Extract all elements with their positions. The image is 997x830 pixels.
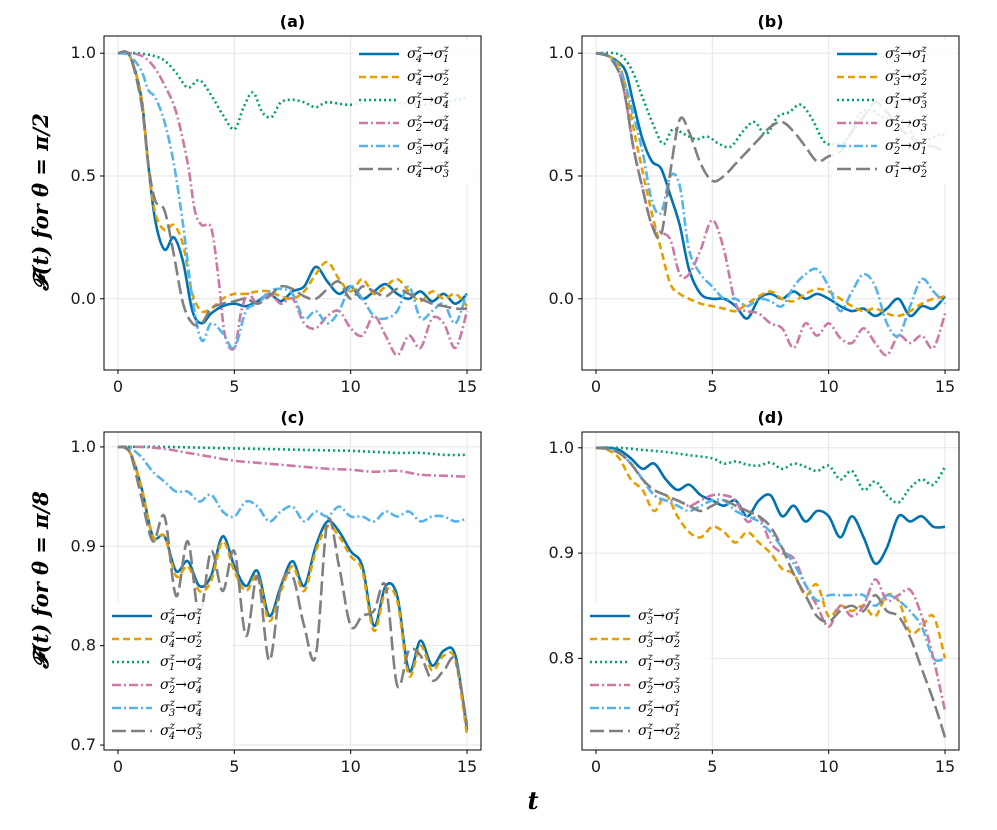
y-tick-label: 0.9 bbox=[71, 536, 96, 555]
legend-label-4: σz 2→σz 1 bbox=[885, 136, 928, 157]
y-tick-label: 0.9 bbox=[549, 543, 574, 562]
x-tick-label: 10 bbox=[818, 757, 838, 776]
legend-label-1: σz 4→σz 2 bbox=[160, 629, 203, 650]
series-line-0 bbox=[117, 445, 469, 731]
series-group bbox=[117, 50, 469, 357]
series-line-0 bbox=[117, 50, 468, 325]
x-tick-label: 5 bbox=[229, 377, 239, 396]
legend-label-2: σz 1→σz 3 bbox=[885, 90, 928, 111]
y-tick-label: 0.5 bbox=[549, 166, 574, 185]
x-tick-label: 0 bbox=[113, 757, 123, 776]
x-tick-label: 0 bbox=[113, 377, 123, 396]
panel-a: 0 5 10 150.00.51.0(a)σz 4→σz 1σz 4→σz 2σz 1→σz 4σ… bbox=[71, 12, 482, 396]
legend-label-1: σz 3→σz 2 bbox=[885, 67, 928, 88]
row-ylabel-bottom: 𝓕(t) for θ = π/8 bbox=[28, 491, 53, 670]
x-tick-label: 10 bbox=[818, 377, 838, 396]
legend-label-4: σz 3→σz 4 bbox=[160, 698, 203, 719]
x-tick-label: 0 bbox=[591, 757, 601, 776]
legend-background bbox=[831, 40, 957, 184]
series-line-3 bbox=[595, 446, 947, 712]
panel-d: 0 5 10 150.80.91.0(d)σz 3→σz 1σz 3→σz 2σz 1→σz 3σ… bbox=[549, 408, 960, 776]
legend-background bbox=[584, 602, 710, 746]
series-line-3 bbox=[117, 51, 469, 357]
series-line-1 bbox=[117, 445, 469, 736]
series-line-5 bbox=[117, 50, 468, 327]
axes-frame bbox=[103, 35, 482, 371]
y-tick-label: 0.0 bbox=[549, 289, 574, 308]
y-tick-label: 1.0 bbox=[549, 43, 574, 62]
y-tick-label: 0.0 bbox=[71, 289, 96, 308]
panel-title: (a) bbox=[280, 12, 305, 31]
series-line-4 bbox=[117, 445, 468, 523]
series-group bbox=[117, 445, 469, 736]
x-axis-label: t bbox=[527, 786, 538, 815]
x-tick-label: 10 bbox=[340, 757, 360, 776]
legend-label-0: σz 3→σz 1 bbox=[885, 44, 928, 65]
y-tick-label: 1.0 bbox=[549, 438, 574, 457]
x-tick-label: 5 bbox=[707, 757, 717, 776]
series-line-5 bbox=[595, 51, 946, 240]
y-tick-label: 1.0 bbox=[71, 43, 96, 62]
series-line-2 bbox=[595, 446, 947, 505]
x-tick-label: 15 bbox=[457, 377, 477, 396]
legend-label-0: σz 4→σz 1 bbox=[407, 44, 450, 65]
x-tick-label: 5 bbox=[707, 377, 717, 396]
legend-label-5: σz 1→σz 2 bbox=[885, 159, 928, 180]
legend-label-3: σz 2→σz 4 bbox=[160, 675, 203, 696]
y-tick-label: 0.7 bbox=[71, 735, 96, 754]
y-tick-label: 0.8 bbox=[549, 648, 574, 667]
legend-label-5: σz 4→σz 3 bbox=[407, 159, 450, 180]
series-line-4 bbox=[595, 446, 946, 663]
legend: σz 4→σz 1σz 4→σz 2σz 1→σz 4σz 2→σz 4σz 3→σz 4σz 4→σ… bbox=[106, 602, 232, 746]
legend-label-5: σz 1→σz 2 bbox=[638, 721, 681, 742]
legend-label-0: σz 3→σz 1 bbox=[638, 606, 681, 627]
legend-background bbox=[106, 602, 232, 746]
panel-b: 0 5 10 150.00.51.0(b)σz 3→σz 1σz 3→σz 2σz 1→σz 3σ… bbox=[549, 12, 960, 396]
legend-background bbox=[353, 40, 479, 184]
legend-label-3: σz 2→σz 3 bbox=[638, 675, 681, 696]
series-line-4 bbox=[595, 51, 946, 338]
legend: σz 3→σz 1σz 3→σz 2σz 1→σz 3σz 2→σz 3σz 2→σz 1σz 1→σ… bbox=[831, 40, 957, 184]
panel-title: (c) bbox=[280, 408, 304, 427]
legend: σz 3→σz 1σz 3→σz 2σz 1→σz 3σz 2→σz 3σz 2→σz 1σz 1→σ… bbox=[584, 602, 710, 746]
legend-label-4: σz 2→σz 1 bbox=[638, 698, 681, 719]
series-group bbox=[595, 446, 947, 738]
x-tick-label: 0 bbox=[591, 377, 601, 396]
axes-frame bbox=[581, 431, 960, 751]
series-line-3 bbox=[595, 51, 947, 357]
series-line-3 bbox=[117, 445, 468, 479]
row-ylabel-top: 𝓕(t) for θ = π/2 bbox=[28, 113, 53, 292]
y-tick-label: 1.0 bbox=[71, 437, 96, 456]
legend-label-0: σz 4→σz 1 bbox=[160, 606, 203, 627]
series-line-0 bbox=[595, 446, 946, 566]
legend: σz 4→σz 1σz 4→σz 2σz 1→σz 4σz 2→σz 4σz 3→σz 4σz 4→σ… bbox=[353, 40, 479, 184]
x-tick-label: 5 bbox=[229, 757, 239, 776]
x-tick-label: 15 bbox=[935, 757, 955, 776]
legend-label-1: σz 4→σz 2 bbox=[407, 67, 450, 88]
series-line-5 bbox=[117, 445, 469, 726]
y-tick-label: 0.8 bbox=[71, 636, 96, 655]
legend-label-5: σz 4→σz 3 bbox=[160, 721, 203, 742]
legend-label-3: σz 2→σz 3 bbox=[885, 113, 928, 134]
series-line-1 bbox=[595, 51, 946, 318]
legend-label-2: σz 1→σz 4 bbox=[407, 90, 450, 111]
panel-c: 0 5 10 15 0.7 0.8 0.9 1.0 (c) σz 4→σz 1σz 4→σz 2σz 1→σ… bbox=[71, 408, 482, 776]
legend-label-3: σz 2→σz 4 bbox=[407, 113, 450, 134]
x-tick-label: 15 bbox=[457, 757, 477, 776]
legend-label-4: σz 3→σz 4 bbox=[407, 136, 450, 157]
legend-label-2: σz 1→σz 4 bbox=[160, 652, 203, 673]
panel-title: (b) bbox=[757, 12, 783, 31]
legend-label-2: σz 1→σz 3 bbox=[638, 652, 681, 673]
y-tick-label: 0.5 bbox=[71, 166, 96, 185]
panel-title: (d) bbox=[757, 408, 783, 427]
series-line-5 bbox=[595, 446, 947, 738]
axes-frame bbox=[103, 431, 482, 751]
x-tick-label: 10 bbox=[340, 377, 360, 396]
series-line-1 bbox=[117, 50, 469, 314]
axes-frame bbox=[581, 35, 960, 371]
legend-label-1: σz 3→σz 2 bbox=[638, 629, 681, 650]
x-tick-label: 15 bbox=[935, 377, 955, 396]
